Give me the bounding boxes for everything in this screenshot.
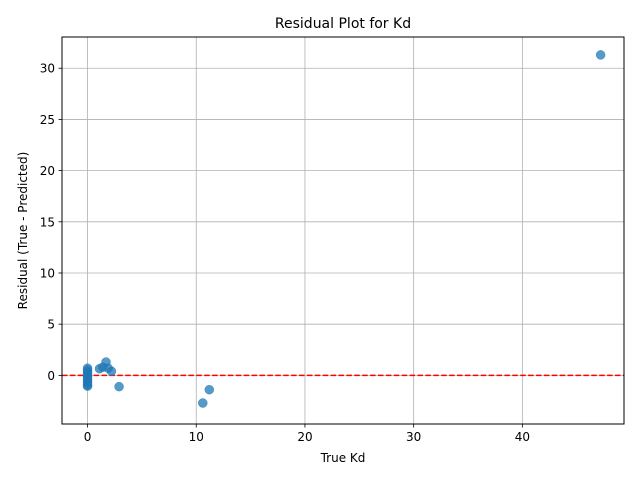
x-tick-label: 40 (515, 430, 530, 444)
x-tick-label: 10 (189, 430, 204, 444)
x-tick-label: 20 (297, 430, 312, 444)
scatter-point (114, 381, 124, 392)
x-tick-label: 0 (84, 430, 92, 444)
y-tick-label: 30 (40, 62, 55, 76)
scatter-point (82, 381, 93, 391)
y-axis-ticks: 0 5 10 15 20 25 30 (40, 62, 62, 383)
scatter-point (198, 398, 208, 408)
y-tick-label: 20 (40, 164, 55, 178)
y-tick-label: 0 (47, 369, 55, 383)
data-points (82, 50, 606, 408)
y-tick-label: 10 (40, 266, 55, 280)
chart-title: Residual Plot for Kd (275, 16, 411, 32)
scatter-point (595, 50, 606, 60)
x-axis-ticks: 0 10 20 30 40 (84, 424, 530, 444)
x-tick-label: 30 (406, 430, 421, 444)
x-axis-label: True Kd (320, 451, 366, 465)
scatter-point (106, 366, 117, 377)
scatter-point (204, 384, 215, 395)
y-tick-label: 25 (40, 113, 55, 127)
y-tick-label: 5 (47, 318, 55, 332)
y-tick-label: 15 (40, 215, 55, 229)
y-axis-label: Residual (True - Predicted) (16, 152, 30, 310)
plot-frame (61, 36, 625, 425)
